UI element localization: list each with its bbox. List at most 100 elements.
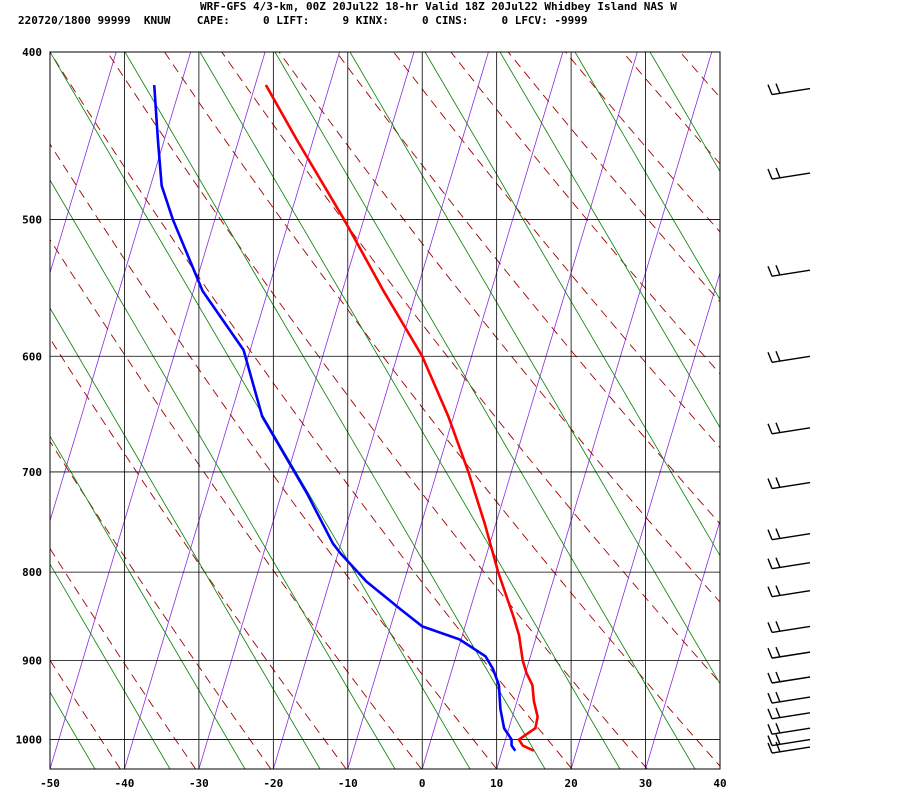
y-tick-label: 900 xyxy=(22,655,42,668)
wind-barb-staff xyxy=(771,696,811,704)
y-tick-label: 800 xyxy=(22,566,42,579)
y-tick-label: 500 xyxy=(22,213,42,226)
dry-adiabat-line xyxy=(336,52,720,525)
wind-barb-flag xyxy=(767,168,773,180)
dry-adiabat-line xyxy=(50,547,196,769)
wind-barb-flag xyxy=(767,478,773,489)
wind-barb-flag xyxy=(767,423,773,435)
isotherm-line xyxy=(198,52,415,769)
wind-barb-staff xyxy=(771,727,811,735)
wind-barb-flag xyxy=(775,477,781,488)
isotherm-line xyxy=(50,52,266,769)
moist-adiabat-line xyxy=(274,52,696,769)
dry-adiabat-line xyxy=(393,52,720,449)
wind-barb-flag xyxy=(775,422,781,434)
wind-barb-flag xyxy=(775,528,781,539)
dry-adiabat-line xyxy=(795,52,900,769)
x-tick-label: -30 xyxy=(189,777,209,790)
wind-barb-flag xyxy=(775,741,781,753)
wind-barb-flag xyxy=(767,622,773,633)
wind-barb xyxy=(767,734,811,747)
wind-barb-flag xyxy=(775,621,781,632)
wind-barb-flag xyxy=(775,691,781,703)
isotherm-line xyxy=(794,52,900,769)
isotherm-line xyxy=(869,52,900,769)
x-tick-label: 0 xyxy=(419,777,426,790)
wind-barb xyxy=(767,528,811,541)
wind-barb-staff xyxy=(771,676,811,684)
x-tick-label: -10 xyxy=(338,777,358,790)
isotherm-line xyxy=(347,52,564,769)
moist-adiabat-line xyxy=(50,691,96,769)
x-tick-label: -20 xyxy=(263,777,283,790)
wind-barb-flag xyxy=(775,585,781,596)
wind-barb-flag xyxy=(767,672,773,684)
wind-barb-flag xyxy=(775,83,781,94)
wind-barb xyxy=(767,691,811,704)
wind-barb-flag xyxy=(767,692,773,704)
chart-title: WRF-GFS 4/3-km, 00Z 20Jul22 18-hr Valid … xyxy=(200,0,677,13)
wind-barb xyxy=(767,621,811,634)
moist-adiabat-line xyxy=(349,52,720,685)
dry-adiabat-line xyxy=(278,52,720,603)
wind-barb-staff xyxy=(771,712,811,720)
temperature-profile xyxy=(264,84,539,752)
wind-barb-staff xyxy=(771,738,811,747)
isotherm-line xyxy=(272,52,489,769)
x-tick-label: 30 xyxy=(639,777,652,790)
y-tick-label: 400 xyxy=(22,46,42,59)
moist-adiabat-line xyxy=(499,52,720,429)
wind-barb-flag xyxy=(775,264,781,276)
wind-barb-staff xyxy=(771,746,811,754)
wind-barb-flag xyxy=(767,723,773,735)
wind-barb-staff xyxy=(771,561,811,570)
y-tick-label: 1000 xyxy=(16,734,43,747)
moist-adiabat-line xyxy=(50,563,171,769)
wind-barb-flag xyxy=(775,734,781,745)
wind-barb-staff xyxy=(771,589,811,598)
dry-adiabat-line xyxy=(164,52,720,767)
wind-barb xyxy=(767,167,811,180)
wind-barb-flag xyxy=(775,707,781,719)
wind-barb-flag xyxy=(767,265,773,277)
dry-adiabat-line xyxy=(737,52,900,769)
wind-barb-staff xyxy=(771,481,811,490)
dry-adiabat-line xyxy=(50,659,121,769)
moist-adiabat-line xyxy=(875,52,900,769)
wind-barb-flag xyxy=(767,529,773,540)
isotherm-line xyxy=(719,767,720,769)
wind-barb-staff xyxy=(771,532,811,541)
x-tick-label: 10 xyxy=(490,777,503,790)
wind-barb-staff xyxy=(771,651,811,659)
isotherm-line xyxy=(50,52,192,523)
wind-barb xyxy=(767,585,811,598)
wind-barb-staff xyxy=(771,269,811,277)
wind-barb-flag xyxy=(767,558,773,569)
moist-adiabat-line xyxy=(574,52,720,301)
x-tick-label: -50 xyxy=(40,777,60,790)
isotherm-line xyxy=(124,52,340,769)
wind-barb xyxy=(767,707,811,720)
wind-barb xyxy=(767,264,811,277)
y-tick-label: 600 xyxy=(22,350,42,363)
isotherm-line xyxy=(645,519,720,769)
x-tick-label: 40 xyxy=(713,777,726,790)
moist-adiabat-line xyxy=(50,179,396,769)
wind-barb-flag xyxy=(775,167,781,179)
moist-adiabat-line xyxy=(199,52,621,769)
x-tick-label: 20 xyxy=(564,777,577,790)
wind-barb-flag xyxy=(767,742,773,754)
wind-barb-staff xyxy=(771,172,811,180)
wind-barb-flag xyxy=(767,708,773,720)
isotherm-line xyxy=(496,52,713,769)
wind-barb-flag xyxy=(767,351,773,363)
wind-barb-staff xyxy=(771,427,811,435)
moist-adiabat-line xyxy=(50,435,246,769)
wind-barb-flag xyxy=(775,557,781,568)
wind-barb xyxy=(767,83,811,96)
wind-barb xyxy=(767,722,811,735)
dry-adiabat-line xyxy=(50,52,573,769)
wind-barb xyxy=(767,671,811,684)
wind-barb-staff xyxy=(771,355,811,363)
